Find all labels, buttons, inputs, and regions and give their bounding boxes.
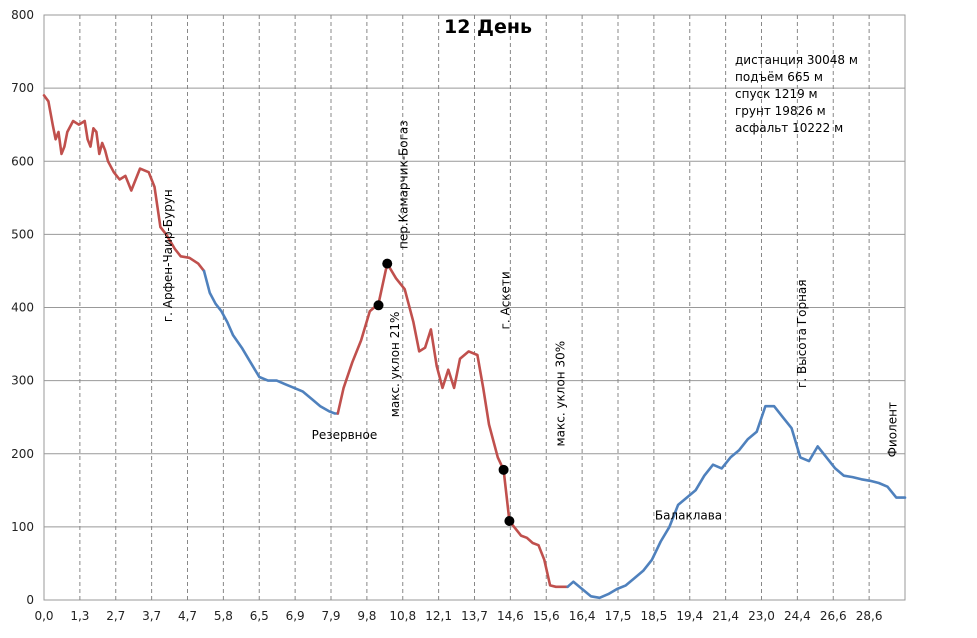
x-tick-label: 6,5 — [250, 609, 269, 623]
series-line-3 — [336, 262, 569, 589]
annotation-label: Балаклава — [655, 509, 722, 523]
stats-line: грунт 19826 м — [735, 104, 826, 118]
stats-line: дистанция 30048 м — [735, 53, 858, 67]
point-marker — [373, 300, 384, 311]
x-tick-label: 4,7 — [178, 609, 197, 623]
x-tick-label: 2,7 — [106, 609, 125, 623]
y-tick-label: 0 — [26, 593, 34, 607]
x-tick-label: 23,0 — [748, 609, 775, 623]
x-tick-label: 10,8 — [389, 609, 416, 623]
x-tick-label: 7,9 — [321, 609, 340, 623]
series-line-2 — [202, 269, 340, 415]
y-tick-label: 500 — [11, 227, 34, 241]
y-tick-label: 800 — [11, 8, 34, 22]
series-line-4 — [566, 404, 907, 600]
axis-layer: 0 100 200 300 400 500 600 700 800 0,0 1,3 2,7 3,7 4,7… — [11, 8, 882, 623]
x-tick-label: 21,4 — [712, 609, 739, 623]
annotation-label: г. Высота Горная — [795, 280, 809, 388]
stats-box: дистанция 30048 м подъём 665 м спуск 1219 … — [735, 53, 858, 135]
x-tick-label: 14,6 — [497, 609, 524, 623]
y-tick-label: 300 — [11, 374, 34, 388]
x-tick-label: 3,7 — [142, 609, 161, 623]
grid — [43, 14, 906, 601]
annotation-label: макс. уклон 21% — [388, 312, 402, 418]
chart-title: 12 День — [444, 16, 532, 38]
x-tick-label: 1,3 — [70, 609, 89, 623]
annotation-label: Фиолент — [885, 402, 899, 457]
y-tick-label: 600 — [11, 154, 34, 168]
annotation-label: макс. уклон 30% — [554, 341, 568, 447]
x-tick-label: 13,7 — [461, 609, 488, 623]
y-tick-label: 700 — [11, 81, 34, 95]
x-tick-label: 0,0 — [34, 609, 53, 623]
stats-line: асфальт 10222 м — [735, 121, 843, 135]
x-tick-label: 15,6 — [533, 609, 560, 623]
x-tick-label: 24,4 — [784, 609, 811, 623]
y-tick-label: 200 — [11, 447, 34, 461]
x-tick-label: 9,8 — [357, 609, 376, 623]
y-tick-label: 400 — [11, 301, 34, 315]
x-tick-label: 26,6 — [820, 609, 847, 623]
point-marker — [504, 516, 515, 527]
point-marker — [382, 258, 393, 269]
stats-line: спуск 1219 м — [735, 87, 818, 101]
y-tick-label: 100 — [11, 520, 34, 534]
annotation-layer: г. Арфен-Чаир-Бурун Резервное пер.Камарчик… — [161, 120, 899, 522]
annotation-label: г. Аскети — [498, 271, 512, 329]
x-tick-label: 17,5 — [605, 609, 632, 623]
x-tick-label: 6,9 — [286, 609, 305, 623]
marker-layer — [373, 258, 515, 527]
x-tick-label: 18,5 — [641, 609, 668, 623]
x-tick-label: 5,8 — [214, 609, 233, 623]
x-tick-label: 16,4 — [569, 609, 596, 623]
annotation-label: пер.Камарчик-Богаз — [397, 120, 411, 249]
series-layer — [42, 94, 907, 600]
stats-line: подъём 665 м — [735, 70, 823, 84]
x-tick-label: 12,1 — [425, 609, 452, 623]
series-line-1 — [42, 94, 206, 273]
x-tick-label: 19,4 — [676, 609, 703, 623]
point-marker — [498, 464, 509, 475]
annotation-label: г. Арфен-Чаир-Бурун — [161, 189, 175, 322]
annotation-label: Резервное — [312, 428, 378, 442]
x-tick-label: 28,6 — [856, 609, 883, 623]
